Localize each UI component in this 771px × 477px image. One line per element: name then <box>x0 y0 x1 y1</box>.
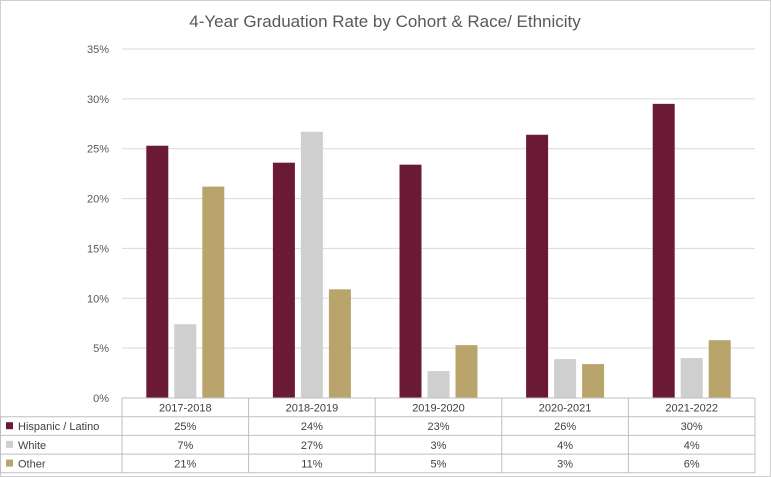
bar-hispanic-latino-2019-2020 <box>399 164 422 398</box>
data-label: 4% <box>557 440 573 452</box>
gridlines <box>122 48 755 349</box>
data-label: 3% <box>557 459 573 471</box>
bars <box>146 103 731 399</box>
y-axis: 0% 5% 10% 15% 20% 25% 30% 35% <box>87 44 109 405</box>
legend-entry: Hispanic / Latino <box>18 421 99 433</box>
bar-other-2020-2021 <box>582 364 605 398</box>
data-label: 27% <box>301 440 323 452</box>
y-tick-label: 35% <box>87 44 109 56</box>
y-tick-label: 25% <box>87 144 109 156</box>
bar-other-2021-2022 <box>708 340 731 398</box>
category-label: 2018-2019 <box>286 403 339 415</box>
legend-swatch <box>6 459 13 467</box>
data-label: 4% <box>684 440 700 452</box>
legend-entry: White <box>18 440 46 452</box>
bar-white-2021-2022 <box>680 358 703 398</box>
y-tick-label: 0% <box>93 393 109 405</box>
data-label: 30% <box>681 421 703 433</box>
y-tick-label: 5% <box>93 343 109 355</box>
bar-hispanic-latino-2017-2018 <box>146 145 169 398</box>
bar-white-2017-2018 <box>174 324 197 398</box>
data-table: 2017-2018 2018-2019 2019-2020 2020-2021 2021… <box>0 397 756 474</box>
y-tick-label: 20% <box>87 194 109 206</box>
data-label: 11% <box>301 459 322 471</box>
bar-other-2018-2019 <box>328 289 351 398</box>
bar-other-2019-2020 <box>455 345 478 398</box>
bar-hispanic-latino-2021-2022 <box>652 103 675 398</box>
data-label: 25% <box>174 421 196 433</box>
data-label: 24% <box>301 421 323 433</box>
bar-hispanic-latino-2018-2019 <box>272 162 295 398</box>
bar-white-2018-2019 <box>300 131 323 398</box>
bar-white-2020-2021 <box>554 359 577 398</box>
legend-swatch <box>6 440 13 448</box>
bar-other-2017-2018 <box>202 186 225 398</box>
category-label: 2020-2021 <box>539 403 592 415</box>
y-tick-label: 15% <box>87 243 109 255</box>
bar-hispanic-latino-2020-2021 <box>526 134 549 399</box>
data-label: 5% <box>431 459 447 471</box>
y-tick-label: 30% <box>87 94 109 106</box>
legend-entry: Other <box>18 459 46 471</box>
data-label: 23% <box>427 421 449 433</box>
data-label: 26% <box>554 421 576 433</box>
bar-white-2019-2020 <box>427 371 450 398</box>
category-label: 2021-2022 <box>665 403 718 415</box>
data-label: 6% <box>684 459 700 471</box>
y-tick-label: 10% <box>87 293 109 305</box>
legend-swatch <box>6 422 13 430</box>
chart-title: 4-Year Graduation Rate by Cohort & Race/… <box>189 12 581 31</box>
category-label: 2019-2020 <box>412 403 465 415</box>
data-label: 3% <box>431 440 447 452</box>
data-label: 7% <box>177 440 193 452</box>
category-label: 2017-2018 <box>159 403 212 415</box>
data-label: 21% <box>174 459 196 471</box>
